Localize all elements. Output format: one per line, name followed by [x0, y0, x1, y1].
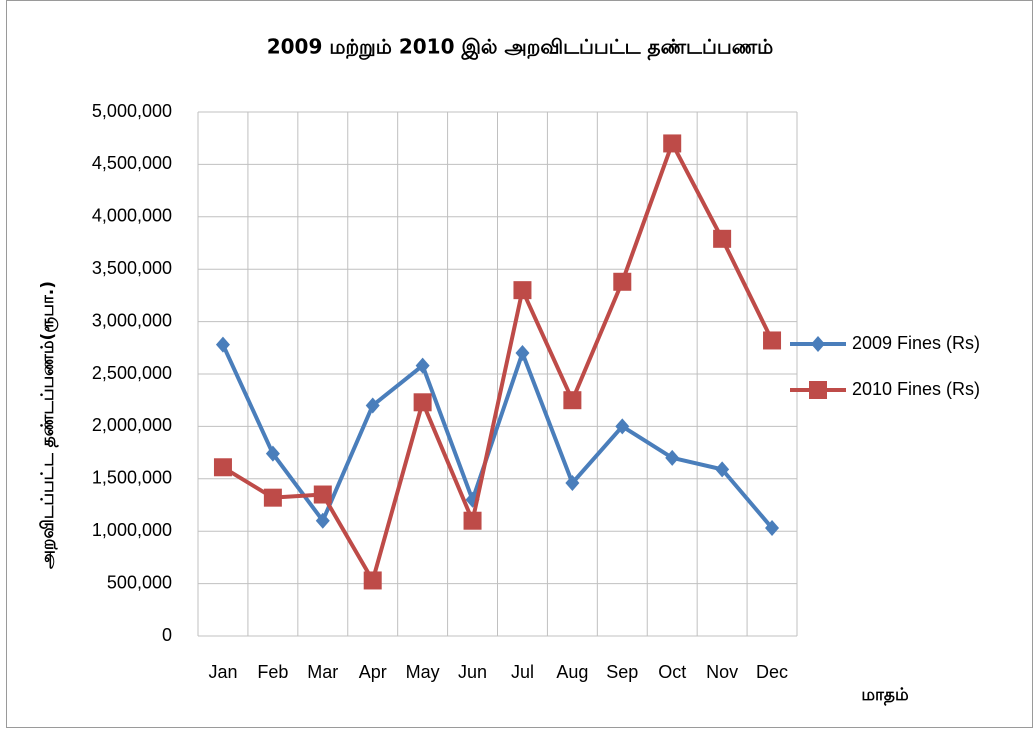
data-point — [713, 229, 732, 248]
data-point — [315, 512, 330, 529]
data-point — [215, 336, 230, 353]
series-line — [221, 343, 774, 530]
data-point — [665, 449, 680, 466]
x-tick-label: Dec — [756, 662, 788, 682]
x-tick-label: Nov — [706, 662, 738, 682]
x-tick-label: Sep — [606, 662, 638, 682]
x-tick-label: May — [406, 662, 440, 682]
x-tick-label: Mar — [307, 662, 338, 682]
legend-marker — [809, 381, 827, 399]
x-tick-label: Oct — [658, 662, 686, 682]
y-tick-label: 500,000 — [107, 572, 172, 592]
y-tick-label: 3,000,000 — [92, 310, 172, 330]
data-point — [313, 485, 332, 504]
x-tick-label: Feb — [257, 662, 288, 682]
y-tick-label: 5,000,000 — [92, 101, 172, 121]
data-point — [765, 520, 780, 537]
data-point — [565, 474, 580, 491]
y-tick-label: 4,500,000 — [92, 153, 172, 173]
y-tick-label: 0 — [162, 625, 172, 645]
data-point — [413, 393, 432, 412]
data-point — [213, 458, 232, 477]
y-axis-label: அறவிடப்பட்ட தண்டப்பணம்(ரூபா.) — [38, 281, 58, 569]
x-axis-label: மாதம் — [861, 685, 909, 705]
x-tick-label: Apr — [359, 662, 387, 682]
y-tick-label: 3,500,000 — [92, 258, 172, 278]
y-tick-label: 1,000,000 — [92, 520, 172, 540]
data-point — [263, 488, 282, 507]
legend-label: 2010 Fines (Rs) — [852, 379, 980, 399]
legend-label: 2009 Fines (Rs) — [852, 333, 980, 353]
x-tick-label: Aug — [556, 662, 588, 682]
data-point — [613, 272, 632, 291]
y-tick-label: 4,000,000 — [92, 206, 172, 226]
data-point — [715, 461, 730, 478]
data-point — [463, 511, 482, 530]
x-tick-label: Jul — [511, 662, 534, 682]
legend-marker — [811, 336, 825, 352]
y-tick-label: 2,000,000 — [92, 415, 172, 435]
data-point — [563, 391, 582, 410]
y-tick-label: 1,500,000 — [92, 468, 172, 488]
data-point — [363, 571, 382, 590]
data-point — [365, 397, 380, 414]
chart-title: 2009 மற்றும் 2010 இல் அறவிடப்பட்ட தண்டப்… — [267, 35, 774, 61]
data-point — [663, 134, 682, 153]
data-point — [513, 281, 532, 300]
data-point — [415, 357, 430, 374]
data-point — [265, 445, 280, 462]
data-point — [763, 331, 782, 350]
data-point — [515, 345, 530, 362]
data-point — [615, 418, 630, 435]
x-tick-label: Jun — [458, 662, 487, 682]
y-tick-label: 2,500,000 — [92, 363, 172, 383]
x-tick-label: Jan — [208, 662, 237, 682]
